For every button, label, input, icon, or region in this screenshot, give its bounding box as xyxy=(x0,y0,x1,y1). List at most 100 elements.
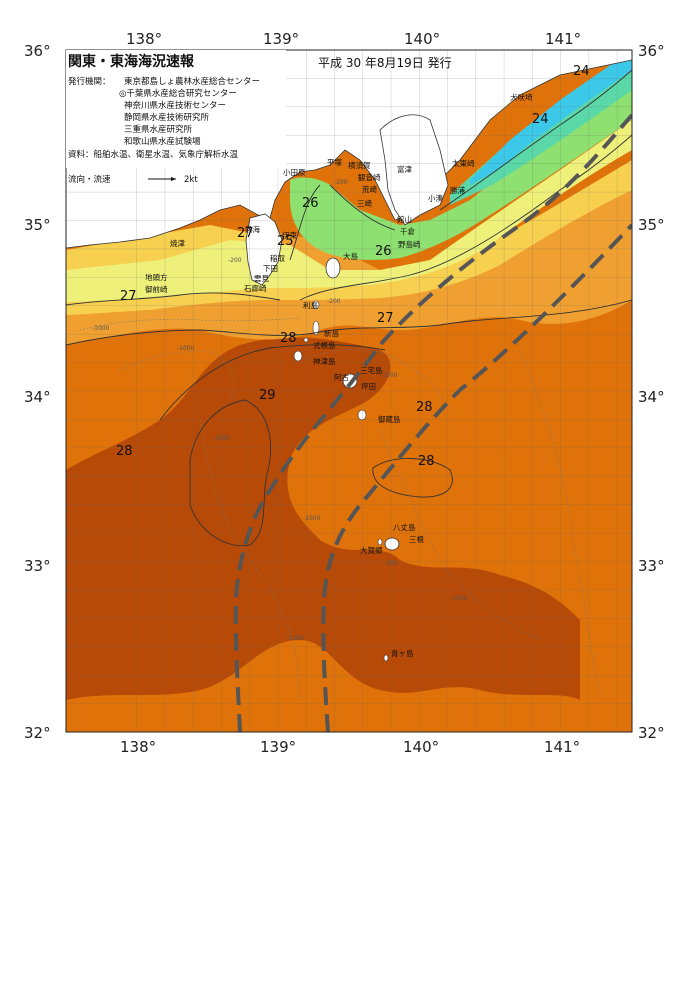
depth-label: -1000 xyxy=(177,345,195,352)
temp-label: 27 xyxy=(120,289,137,304)
kuroshio-axis-lines xyxy=(233,113,632,732)
temp-label: 27 xyxy=(377,311,394,326)
island-hachijo-kojima xyxy=(377,538,383,546)
org-4: 静岡県水産技術研究所 xyxy=(124,112,210,123)
depth-label: -200 xyxy=(334,179,348,186)
place-label: 利島 xyxy=(303,300,318,310)
island-mikurajima xyxy=(357,409,367,421)
place-label: 大賀郷 xyxy=(360,545,383,555)
place-label: 館山 xyxy=(397,214,412,224)
org-1: 東京都島しょ農林水産総合センター xyxy=(124,76,260,87)
temp-label: 28 xyxy=(116,444,133,459)
org-3: 神奈川県水産技術センター xyxy=(124,100,226,111)
place-label: 三根 xyxy=(409,534,424,544)
island-oshima xyxy=(325,257,341,279)
data-source: 資料：船舶水温、衛星水温、気象庁解析水温 xyxy=(68,149,239,160)
place-label: 小田原 xyxy=(283,168,306,177)
lon-label-top: 139° xyxy=(263,30,299,48)
water-29-zone xyxy=(66,337,580,700)
place-label: 野島崎 xyxy=(398,239,421,249)
depth-labels: -200 -200 -200 -1000 -1000 -1000 -1000 -… xyxy=(92,179,468,642)
island-hachijojima xyxy=(384,537,400,551)
temp-label: 27 xyxy=(237,226,254,241)
depth-label: -1000 xyxy=(450,595,468,602)
temp-label: 28 xyxy=(280,331,297,346)
depth-label: -200 xyxy=(228,257,242,264)
water-24-zone xyxy=(290,80,632,260)
temp-label: 25 xyxy=(277,234,294,249)
depth-label: -1000 xyxy=(303,515,321,522)
water-22-zone xyxy=(470,50,632,185)
lon-label-top: 140° xyxy=(404,30,440,48)
org-5: 三重県水産研究所 xyxy=(124,124,193,135)
place-label: 太東崎 xyxy=(452,158,475,168)
flow-legend-speed: 2kt xyxy=(184,175,198,185)
issue-date: 平成 30 年8月19日 発行 xyxy=(318,56,452,70)
lon-label-bottom: 140° xyxy=(403,738,439,756)
longitude-labels-bottom: 138° 139° 140° 141° xyxy=(120,738,580,756)
place-label: 熱海 xyxy=(245,224,260,234)
place-label: 三崎 xyxy=(357,198,372,208)
temp-label: 26 xyxy=(302,196,319,211)
lat-label-right: 32° xyxy=(638,724,665,742)
temp-label: 24 xyxy=(532,112,549,127)
island-toshima xyxy=(312,300,320,310)
place-label: 伊東 xyxy=(282,230,297,240)
lon-label-bottom: 138° xyxy=(120,738,156,756)
water-29-core xyxy=(187,399,271,548)
place-label: 小湊 xyxy=(428,193,443,203)
lon-label-bottom: 141° xyxy=(544,738,580,756)
longitude-labels-top: 138° 139° 140° 141° xyxy=(126,30,581,48)
island-shikinejima xyxy=(303,337,309,343)
depth-label: -1000 xyxy=(380,372,398,379)
temperature-labels: 24 24 25 26 26 27 27 27 28 28 28 28 29 xyxy=(116,64,590,469)
lat-label-left: 36° xyxy=(24,42,51,60)
place-label: 地頭方 xyxy=(145,272,168,282)
lat-label-left: 35° xyxy=(24,216,51,234)
place-label: 観音崎 xyxy=(358,172,381,182)
place-label: 千倉 xyxy=(400,226,415,236)
place-label: 八丈島 xyxy=(393,522,416,532)
flow-legend-label: 流向・流速 xyxy=(68,174,111,185)
island-niijima xyxy=(312,320,320,336)
lon-label-top: 141° xyxy=(545,30,581,48)
island-kozushima xyxy=(293,350,303,362)
info-box xyxy=(66,50,286,168)
place-label: 平塚 xyxy=(327,158,342,167)
lon-label-top: 138° xyxy=(126,30,162,48)
place-label: 式根島 xyxy=(313,340,336,350)
map-frame-content xyxy=(66,50,632,732)
lat-label-right: 35° xyxy=(638,216,665,234)
place-label: 荒崎 xyxy=(362,184,377,194)
lat-label-right: 36° xyxy=(638,42,665,60)
depth-label: -200 xyxy=(327,298,341,305)
place-label: 御前崎 xyxy=(145,284,168,294)
latitude-labels-right: 36° 35° 34° 33° 32° xyxy=(638,42,665,742)
lat-label-right: 34° xyxy=(638,388,665,406)
lat-label-left: 32° xyxy=(24,724,51,742)
place-label: 坪田 xyxy=(361,382,376,391)
graticule xyxy=(66,50,632,733)
lat-label-right: 33° xyxy=(638,557,665,575)
water-25-zone xyxy=(66,120,632,302)
island-aogashima xyxy=(383,654,389,662)
temp-label: 28 xyxy=(416,400,433,415)
bathymetry-lines xyxy=(79,317,601,701)
org-2: ◎千葉県水産総合研究センター xyxy=(119,88,237,99)
depth-label: -1000 xyxy=(287,635,305,642)
temp-label: 24 xyxy=(573,64,590,79)
temp-label: 28 xyxy=(418,454,435,469)
place-label: 新島 xyxy=(324,328,339,338)
water-28-pocket xyxy=(374,458,454,499)
temp-label: 26 xyxy=(375,244,392,259)
place-label: 神津島 xyxy=(313,356,336,366)
place-label: 富津 xyxy=(397,164,412,174)
lat-label-left: 33° xyxy=(24,557,51,575)
org-6: 和歌山県水産試験場 xyxy=(124,136,201,147)
place-label: 犬吠埼 xyxy=(510,92,533,102)
land-boso xyxy=(379,114,449,226)
place-label: 勝浦 xyxy=(450,185,465,195)
place-label: 石廊崎 xyxy=(244,283,267,293)
place-names: 小田原 平塚 横須賀 観音崎 富津 三崎 荒崎 館山 千倉 野島崎 小湊 勝浦 … xyxy=(145,92,533,658)
